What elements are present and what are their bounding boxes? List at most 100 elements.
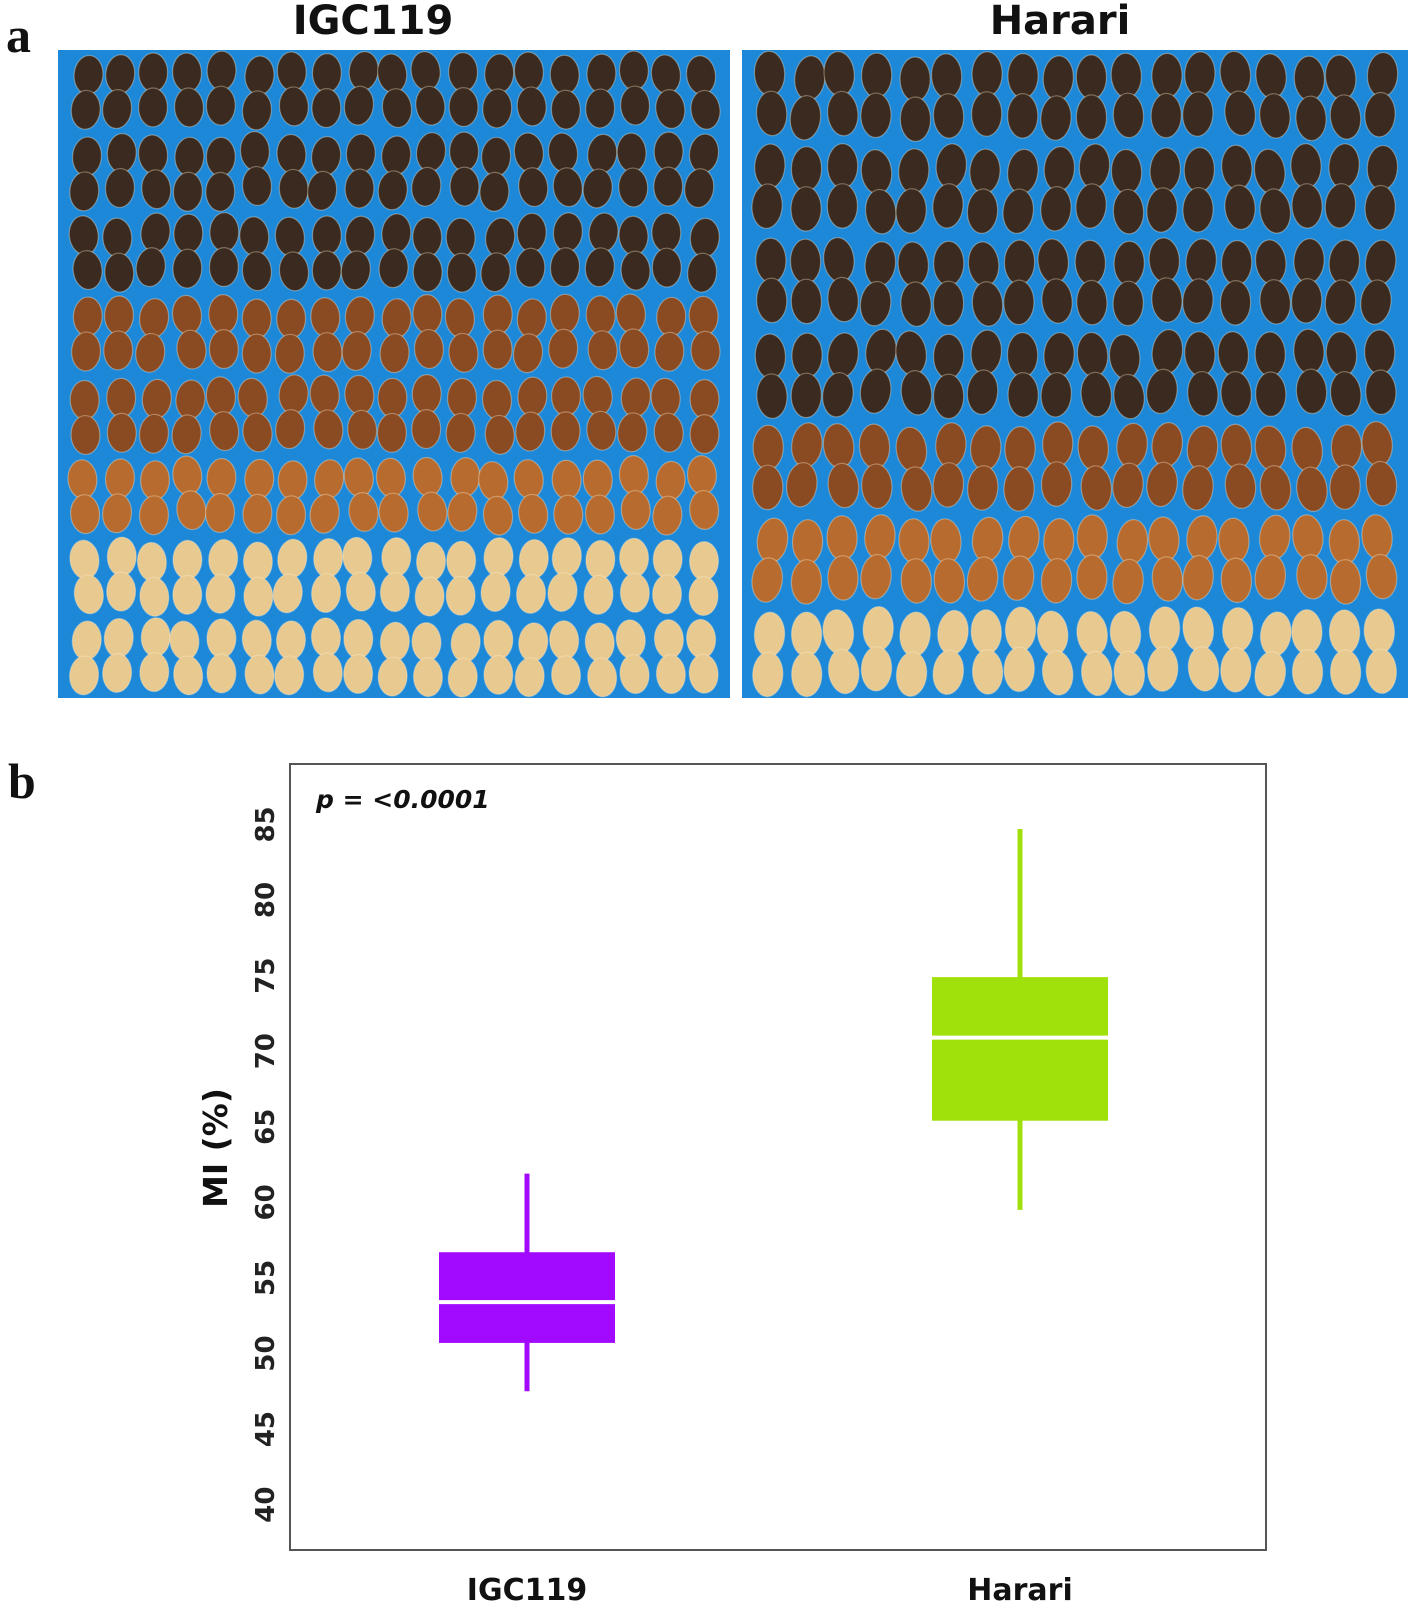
peanut-pod — [932, 240, 965, 327]
peanut-pod — [69, 539, 104, 615]
peanut-pod — [823, 237, 859, 323]
peanut-pod — [1290, 238, 1325, 324]
peanut-pod — [377, 53, 413, 129]
peanut-pod — [242, 458, 275, 534]
peanut-pod — [379, 298, 412, 374]
peanut-pod — [754, 333, 788, 419]
peanut-pod — [860, 514, 896, 600]
peanut-pod — [1036, 610, 1074, 696]
peanut-pod — [106, 377, 137, 453]
peanut-pod — [1184, 331, 1219, 417]
peanut-pod — [1182, 425, 1219, 511]
y-tick-label: 55 — [251, 1260, 281, 1296]
peanut-pod — [205, 457, 237, 533]
peanut-pod — [139, 617, 171, 693]
panel-a-letter: a — [6, 7, 31, 63]
peanut-pod — [137, 52, 169, 128]
peanut-pod — [1112, 519, 1149, 605]
peanut-pod — [1146, 147, 1181, 233]
peanut-pod — [172, 455, 207, 531]
peanut-pod — [753, 50, 788, 137]
peanut-pod — [138, 378, 172, 454]
peanut-pod — [378, 213, 412, 289]
peanut-pod — [205, 50, 237, 126]
peanut-pod — [751, 143, 786, 229]
peanut-pod — [343, 618, 374, 694]
peanut-pod — [241, 298, 272, 374]
peanut-pod — [1293, 55, 1327, 142]
peanut-pod — [242, 541, 274, 617]
peanut-pod — [1255, 53, 1291, 139]
peanut-pod — [70, 54, 104, 130]
peanut-pod — [582, 459, 615, 535]
peanut-pod — [1076, 610, 1113, 697]
peanut-pod — [1002, 515, 1040, 601]
peanut-pod — [276, 51, 309, 127]
peanut-pod — [1217, 331, 1252, 417]
peanut-pod — [1108, 334, 1145, 420]
peanut-pod — [1182, 51, 1216, 137]
peanut-pod — [966, 329, 1003, 415]
peanut-pod — [654, 296, 687, 372]
peanut-pod — [135, 212, 171, 288]
peanut-pod — [311, 215, 342, 291]
peanut-pod — [752, 611, 786, 698]
peanut-pod — [241, 619, 275, 695]
peanut-pod — [1364, 329, 1397, 416]
peanut-pod — [171, 52, 205, 128]
peanut-pod — [1182, 515, 1218, 601]
peanut-pod — [483, 619, 514, 695]
peanut-pod — [1361, 514, 1398, 600]
peanut-pod — [1324, 143, 1360, 229]
peanut-pod — [547, 132, 583, 208]
peanut-pod — [650, 377, 684, 453]
peanut-pod — [1325, 331, 1362, 417]
peanut-pod — [1364, 51, 1399, 138]
peanut-pod — [480, 537, 514, 612]
peanut-pod — [686, 618, 719, 694]
peanut-pod — [930, 53, 965, 139]
peanut-pod — [1360, 239, 1397, 325]
peanut-pod — [1110, 52, 1145, 139]
peanut-pod — [1182, 238, 1217, 324]
peanut-pod — [684, 133, 720, 209]
y-tick-label: 40 — [251, 1487, 281, 1523]
box-plot: p = <0.0001 40 45 50 55 60 65 70 75 80 85 IGC119 H… — [196, 763, 1267, 1608]
peanut-pod — [67, 459, 101, 535]
peanut-pod — [102, 617, 134, 693]
peanut-pod — [685, 55, 721, 130]
peanut-pod — [932, 422, 967, 508]
peanut-pod — [171, 379, 206, 455]
peanut-pod — [930, 518, 966, 604]
peanut-pod — [1040, 332, 1075, 418]
peanut-pod — [1363, 608, 1398, 694]
peanut-pod — [790, 146, 823, 232]
peanut-pod — [618, 455, 651, 531]
y-tick-label: 60 — [251, 1184, 281, 1220]
peanut-pod — [549, 54, 581, 130]
y-axis-label: MI (%) — [196, 1088, 235, 1208]
peanut-pod — [584, 622, 618, 698]
peanut-pod — [1075, 143, 1111, 229]
peanut-pod — [379, 537, 412, 613]
peanut-pod — [1040, 518, 1075, 604]
peanut-pod — [895, 426, 933, 512]
peanut-pod — [1291, 609, 1324, 695]
peanut-pod — [789, 238, 823, 325]
peanut-pod — [651, 539, 683, 615]
peanut-pod — [102, 217, 135, 293]
peanut-pod — [1253, 148, 1292, 234]
peanut-pod — [172, 213, 204, 289]
peanut-pod — [310, 297, 343, 373]
peanut-pod — [208, 212, 240, 288]
peanut-pod — [310, 617, 343, 693]
peanut-pod — [1254, 611, 1292, 697]
peanut-pod — [1040, 55, 1074, 141]
peanut-pod — [1074, 239, 1108, 326]
peanut-pod — [582, 133, 618, 209]
p-value-annotation: p = <0.0001 — [315, 785, 490, 814]
peanut-pod — [479, 136, 512, 212]
peanut-pod — [584, 212, 619, 288]
peanut-pod — [550, 376, 582, 452]
peanut-pod — [272, 538, 308, 614]
